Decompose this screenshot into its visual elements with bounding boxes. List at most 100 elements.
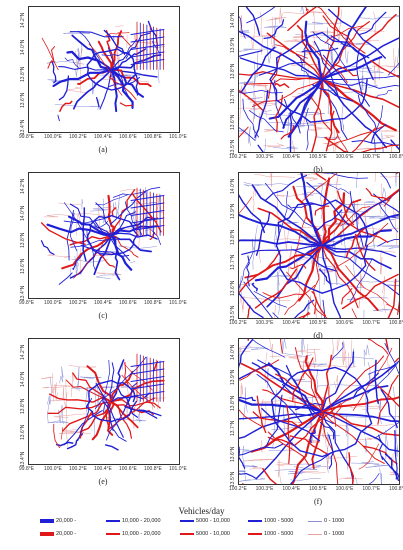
road-segment	[254, 89, 269, 139]
road-segment	[254, 268, 298, 309]
road-segment	[109, 191, 147, 225]
map-frame	[28, 6, 180, 133]
road-segment	[110, 399, 161, 409]
road-segment	[379, 468, 382, 484]
road-segment	[358, 282, 362, 309]
road-segment	[239, 81, 254, 85]
road-segment	[394, 357, 399, 363]
road-segment	[86, 214, 139, 256]
road-segment	[327, 82, 330, 115]
road-segment	[124, 201, 143, 237]
legend-line-swatch	[248, 533, 262, 535]
road-segment	[362, 227, 399, 230]
panel-caption: (c)	[98, 311, 108, 320]
x-tick-label: 100.5°E	[309, 154, 327, 160]
road-segment	[272, 389, 277, 449]
road-segment	[134, 409, 158, 419]
road-segment	[357, 94, 378, 130]
road-segment	[104, 444, 119, 451]
x-tick-label: 100.7°E	[362, 154, 381, 160]
y-tick-label: 13.8°N	[20, 398, 26, 414]
road-segment	[372, 225, 375, 249]
road-segment	[337, 190, 355, 226]
road-segment	[239, 339, 253, 367]
y-tick-label: 14.2°N	[20, 178, 26, 194]
road-segment	[93, 220, 108, 228]
road-segment	[110, 32, 152, 71]
road-segment	[283, 404, 286, 433]
road-segment	[110, 68, 152, 88]
road-segment	[243, 81, 247, 98]
road-segment	[110, 189, 136, 237]
x-tick-label: 101.0°E	[169, 300, 187, 306]
road-segment	[124, 361, 130, 388]
legend-row: 20,000 - 10,000 - 20,000 5000 - 10,000 1000…	[40, 516, 370, 526]
road-segment	[321, 364, 396, 413]
x-tick-label: 101.0°E	[169, 466, 187, 472]
legend-line-swatch	[308, 520, 322, 522]
road-segment	[321, 192, 346, 247]
road-segment	[264, 138, 266, 152]
road-segment	[287, 471, 306, 475]
road-segment	[257, 359, 301, 390]
road-segment	[239, 443, 284, 456]
road-segment	[361, 63, 364, 91]
road-segment	[341, 340, 346, 366]
road-segment	[243, 458, 276, 462]
road-segment	[239, 470, 247, 473]
x-tick-label: 100.8°E	[144, 134, 162, 140]
road-segment	[250, 410, 324, 453]
road-segment	[321, 177, 331, 247]
map-panel-a: 14.2°N 14.0°N 13.8°N 13.6°N 13.4°N 99.8°E 100.…	[18, 6, 187, 161]
road-segment	[307, 22, 346, 25]
road-segment	[387, 62, 399, 76]
road-segment	[292, 357, 314, 402]
road-segment	[356, 147, 381, 150]
road-segment	[253, 126, 258, 142]
road-segment	[118, 32, 132, 47]
road-segment	[47, 46, 56, 69]
legend-label: 10,000 - 20,000	[122, 531, 161, 537]
road-segment	[80, 244, 130, 257]
road-segment	[65, 378, 69, 449]
road-segment	[355, 233, 376, 271]
y-tick-label: 13.6°N	[230, 114, 236, 130]
road-segment	[59, 100, 73, 112]
road-segment	[328, 8, 386, 59]
road-segment	[356, 199, 360, 225]
road-segment	[275, 44, 308, 59]
road-segment	[256, 395, 267, 434]
road-segment	[310, 245, 313, 264]
road-segment	[58, 429, 77, 434]
road-segment	[49, 393, 113, 403]
x-tick-label: 100.2°E	[69, 300, 87, 306]
y-tick-label: 14.0°N	[230, 178, 236, 194]
road-segment	[381, 132, 384, 152]
road-segment	[308, 127, 331, 132]
road-segment	[59, 366, 64, 384]
road-segment	[280, 125, 295, 140]
x-tick-label: 100.3°E	[255, 320, 274, 326]
y-tick-label: 14.2°N	[20, 12, 26, 28]
road-segment	[264, 352, 268, 384]
x-tick-label: 100.4°E	[94, 466, 112, 472]
road-segment	[143, 192, 147, 221]
road-segment	[102, 394, 114, 431]
y-tick-label: 14.2°N	[20, 344, 26, 360]
road-segment	[252, 411, 301, 429]
road-segment	[313, 348, 317, 369]
road-segment	[343, 350, 347, 372]
road-segment	[375, 90, 393, 99]
x-tick-label: 100.5°E	[309, 486, 327, 492]
road-segment	[319, 421, 335, 440]
y-tick-label: 13.4°N	[20, 285, 26, 301]
road-segment	[356, 48, 363, 98]
road-segment	[322, 143, 339, 146]
y-tick-label: 13.9°N	[230, 204, 236, 220]
y-tick-label: 13.6°N	[230, 280, 236, 296]
road-segment	[239, 446, 246, 469]
road-segment	[71, 259, 108, 263]
road-segment	[322, 299, 326, 318]
map-panel-d: 14.0°N 13.9°N 13.8°N 13.7°N 13.6°N 13.5°N 100.…	[228, 172, 403, 347]
road-segment	[239, 294, 245, 313]
